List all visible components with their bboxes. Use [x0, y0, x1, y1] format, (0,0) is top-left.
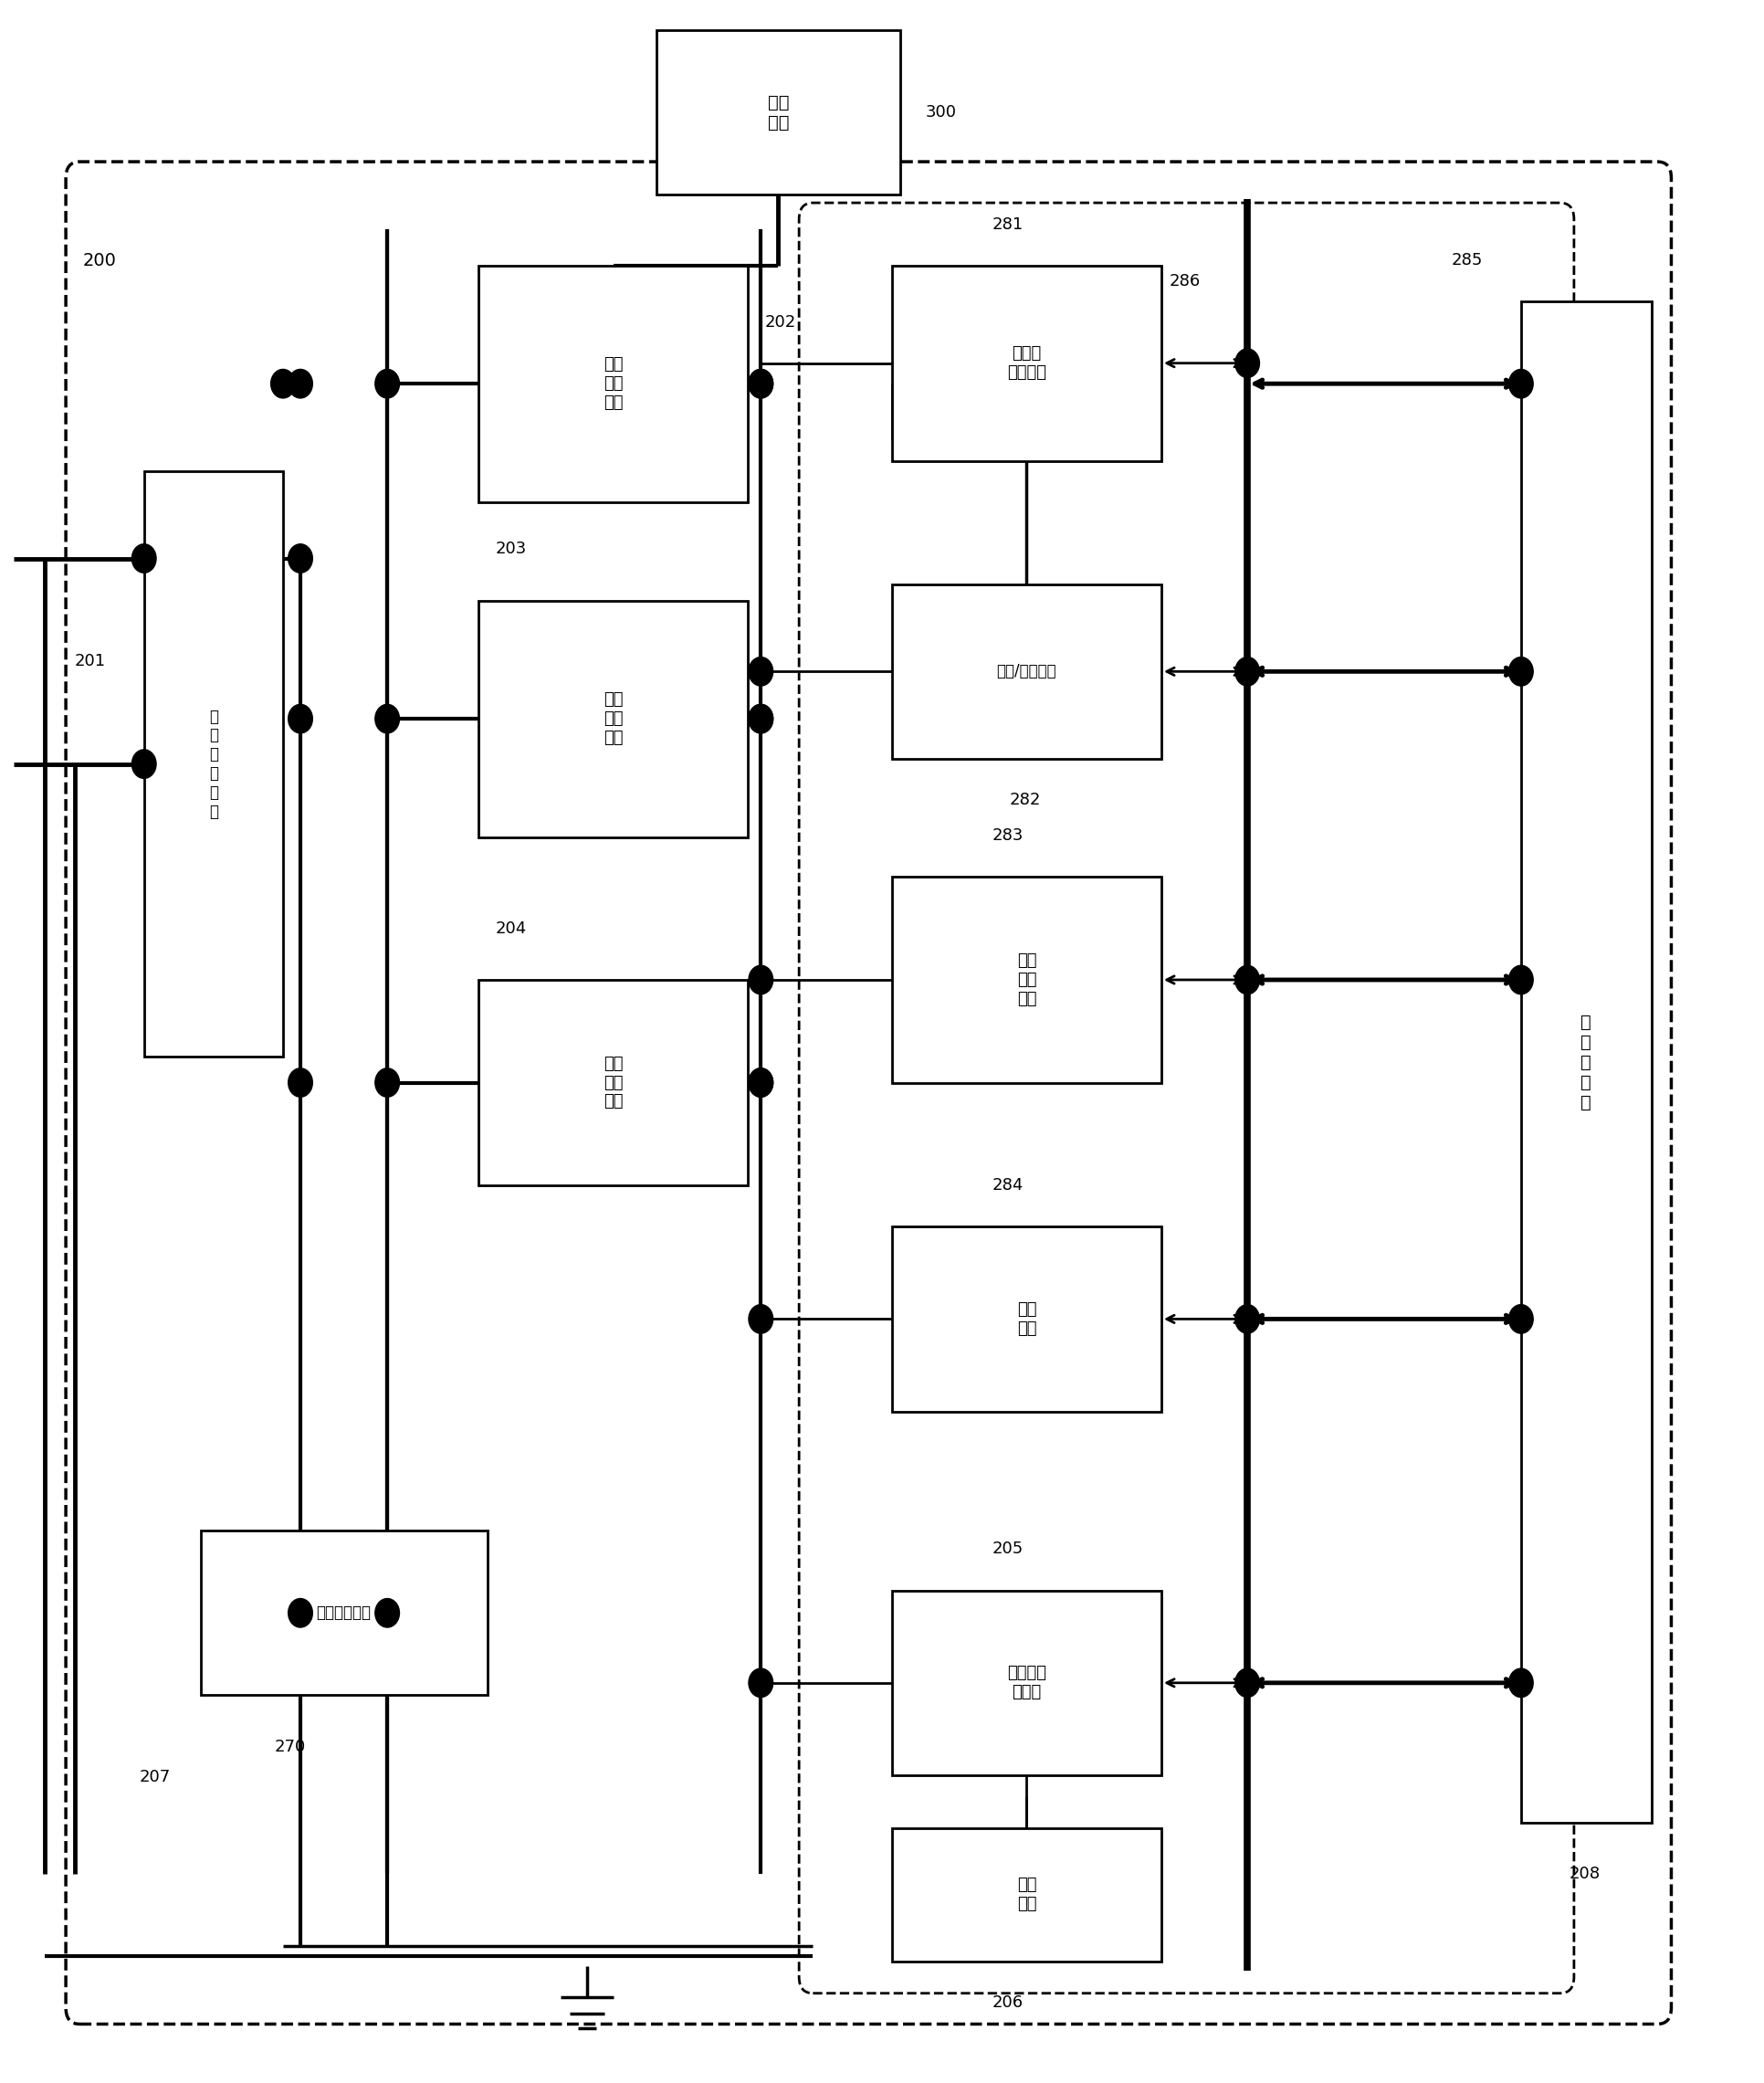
Circle shape: [1235, 348, 1259, 377]
Circle shape: [376, 369, 399, 398]
Bar: [478, 979, 748, 1185]
Text: 205: 205: [991, 1541, 1023, 1558]
Bar: [891, 265, 1161, 460]
Text: 206: 206: [991, 1993, 1023, 2010]
Text: 200: 200: [83, 252, 116, 269]
Circle shape: [288, 704, 312, 733]
Bar: [145, 471, 282, 1056]
Circle shape: [1235, 964, 1259, 994]
Circle shape: [376, 1598, 399, 1627]
Text: 281: 281: [991, 217, 1023, 233]
Circle shape: [376, 704, 399, 733]
Text: 非易失性
存储器: 非易失性 存储器: [1007, 1664, 1046, 1700]
Bar: [201, 1531, 487, 1696]
Circle shape: [270, 369, 295, 398]
Circle shape: [1508, 656, 1533, 685]
Text: 整
流
电
桥
电
路: 整 流 电 桥 电 路: [208, 708, 219, 821]
Circle shape: [748, 1668, 773, 1698]
Bar: [891, 1827, 1161, 1962]
Circle shape: [748, 369, 773, 398]
Circle shape: [748, 369, 773, 398]
Text: 283: 283: [991, 827, 1023, 844]
Circle shape: [376, 1069, 399, 1098]
Text: 输入/输出接口: 输入/输出接口: [997, 662, 1057, 679]
Text: 208: 208: [1568, 1866, 1600, 1883]
Text: 285: 285: [1450, 252, 1482, 269]
Circle shape: [288, 544, 312, 573]
Text: 点火
装置: 点火 装置: [767, 94, 789, 131]
Circle shape: [132, 544, 155, 573]
Circle shape: [1508, 964, 1533, 994]
Circle shape: [1235, 656, 1259, 685]
Bar: [478, 600, 748, 837]
Circle shape: [748, 656, 773, 685]
Circle shape: [748, 704, 773, 733]
Bar: [891, 583, 1161, 758]
Text: 201: 201: [74, 652, 106, 669]
Circle shape: [1508, 369, 1533, 398]
Circle shape: [748, 1304, 773, 1333]
Bar: [478, 265, 748, 502]
Text: 203: 203: [496, 542, 527, 558]
Bar: [656, 29, 900, 194]
Text: 202: 202: [766, 315, 796, 331]
Text: 通信
接口
电路: 通信 接口 电路: [603, 1056, 623, 1110]
Text: 可编程
延期模块: 可编程 延期模块: [1007, 346, 1046, 381]
Text: 270: 270: [273, 1739, 305, 1754]
Text: 207: 207: [139, 1768, 171, 1785]
Circle shape: [1508, 1668, 1533, 1698]
Text: 中
央
处
理
器: 中 央 处 理 器: [1581, 1012, 1591, 1110]
Text: 204: 204: [496, 921, 527, 937]
Circle shape: [288, 369, 312, 398]
Circle shape: [1508, 1304, 1533, 1333]
Text: 能量
管理
模块: 能量 管理 模块: [603, 692, 623, 746]
Text: 282: 282: [1009, 792, 1041, 808]
Circle shape: [748, 964, 773, 994]
Text: 300: 300: [926, 104, 956, 121]
Text: 预定
标器: 预定 标器: [1016, 1302, 1035, 1337]
Circle shape: [748, 1069, 773, 1098]
Circle shape: [132, 750, 155, 779]
Text: 时钟
电路: 时钟 电路: [1016, 1877, 1035, 1912]
Bar: [891, 1589, 1161, 1775]
Circle shape: [288, 1069, 312, 1098]
Bar: [891, 1227, 1161, 1412]
Circle shape: [748, 704, 773, 733]
Circle shape: [1235, 1304, 1259, 1333]
Text: 284: 284: [991, 1177, 1023, 1194]
Circle shape: [1235, 1668, 1259, 1698]
Text: 286: 286: [1168, 273, 1200, 290]
Text: 电源管理电路: 电源管理电路: [316, 1604, 370, 1621]
Circle shape: [288, 1598, 312, 1627]
Circle shape: [748, 1069, 773, 1098]
Bar: [891, 877, 1161, 1083]
Bar: [1521, 302, 1651, 1823]
Text: 串行
通信
接口: 串行 通信 接口: [1016, 952, 1035, 1006]
Text: 发火
控制
电路: 发火 控制 电路: [603, 356, 623, 410]
